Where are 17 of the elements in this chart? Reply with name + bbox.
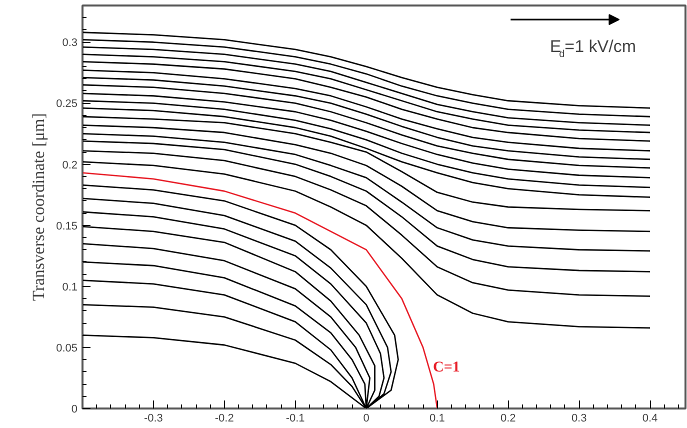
x-tick-label: 0.1 — [430, 412, 445, 424]
y-tick-label: 0.25 — [56, 98, 78, 110]
y-tick-label: 0.15 — [56, 220, 78, 232]
y-tick-label: 0.1 — [62, 281, 78, 294]
y-tick-label: 0 — [71, 404, 78, 416]
x-tick-label: 0.4 — [642, 412, 658, 424]
x-tick-label: -0.1 — [286, 412, 305, 424]
x-tick-label: -0.3 — [144, 412, 163, 424]
y-tick-label: 0.3 — [62, 37, 78, 50]
x-tick-label: 0 — [363, 412, 370, 424]
x-tick-label: 0.2 — [500, 412, 516, 424]
y-tick-label: 0.2 — [62, 159, 78, 172]
series-label: C=1 — [433, 359, 460, 376]
y-tick-label: 0.05 — [56, 342, 78, 354]
x-tick-label: 0.3 — [571, 412, 587, 424]
y-axis-title: Transverse coordinate [μm] — [29, 113, 48, 301]
x-tick-label: -0.2 — [214, 412, 234, 424]
